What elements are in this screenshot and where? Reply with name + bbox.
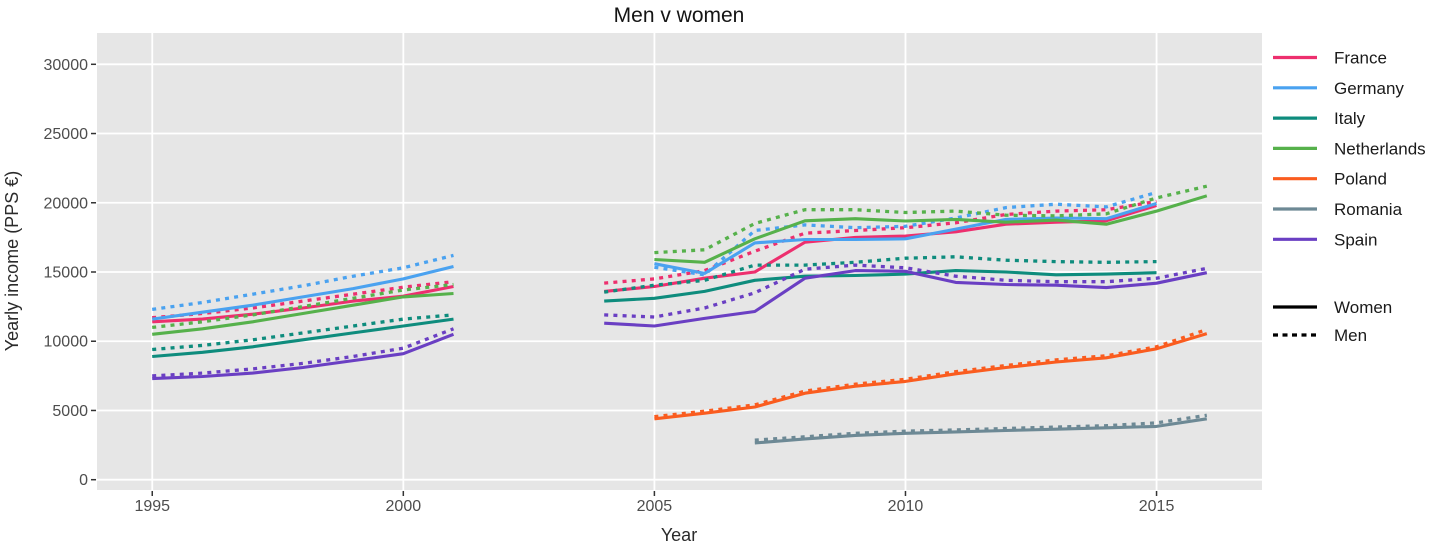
legend-label-italy: Italy xyxy=(1334,109,1366,128)
line-romania-women-seg1 xyxy=(754,417,1208,445)
y-tick-label-15000: 15000 xyxy=(44,265,89,282)
line-netherlands-men-seg2 xyxy=(654,184,1208,255)
legend-label-romania: Romania xyxy=(1334,200,1403,219)
x-tick-label-2015: 2015 xyxy=(1139,498,1175,515)
legend-label-netherlands: Netherlands xyxy=(1334,139,1426,158)
series-lines xyxy=(151,184,1208,445)
x-tick-label-2010: 2010 xyxy=(888,498,924,515)
line-romania-men-seg1 xyxy=(754,413,1208,442)
y-tick-label-20000: 20000 xyxy=(44,195,89,212)
legend-label-poland: Poland xyxy=(1334,170,1387,189)
line-poland-men-seg1 xyxy=(654,327,1208,419)
y-tick-label-10000: 10000 xyxy=(44,334,89,351)
x-tick-label-2000: 2000 xyxy=(386,498,422,515)
y-tick-label-5000: 5000 xyxy=(52,403,88,420)
x-tick-label-1995: 1995 xyxy=(134,498,170,515)
legend-label-men: Men xyxy=(1334,326,1367,345)
line-italy-women-seg1 xyxy=(152,317,454,359)
legend-label-spain: Spain xyxy=(1334,230,1377,249)
line-italy-men-seg2 xyxy=(603,255,1157,294)
legend: France Germany Italy Netherlands Poland Roman… xyxy=(1273,49,1426,345)
legend-label-germany: Germany xyxy=(1334,79,1404,98)
y-tick-label-30000: 30000 xyxy=(44,57,89,74)
legend-label-women: Women xyxy=(1334,298,1392,317)
axis-ticks xyxy=(91,63,1158,496)
x-axis-title: Year xyxy=(661,525,697,545)
tick-labels: 0 5000 10000 15000 20000 25000 30000 1995 2000 20… xyxy=(44,57,1175,515)
legend-label-france: France xyxy=(1334,49,1387,68)
line-germany-women-seg2 xyxy=(654,202,1157,275)
line-spain-women-seg2 xyxy=(604,269,1208,328)
line-germany-women-seg1 xyxy=(151,264,454,321)
x-tick-label-2005: 2005 xyxy=(637,498,673,515)
line-spain-men-seg2 xyxy=(604,263,1208,319)
line-poland-women-seg1 xyxy=(654,332,1208,421)
line-italy-women-seg2 xyxy=(604,269,1157,303)
y-axis-title: Yearly income (PPS €) xyxy=(2,171,22,351)
line-netherlands-women-seg1 xyxy=(152,291,454,336)
line-netherlands-women-seg2 xyxy=(654,194,1208,264)
y-tick-label-0: 0 xyxy=(79,472,88,489)
y-tick-label-25000: 25000 xyxy=(44,126,89,143)
chart-title: Men v women xyxy=(614,4,745,27)
line-spain-women-seg1 xyxy=(152,332,455,381)
